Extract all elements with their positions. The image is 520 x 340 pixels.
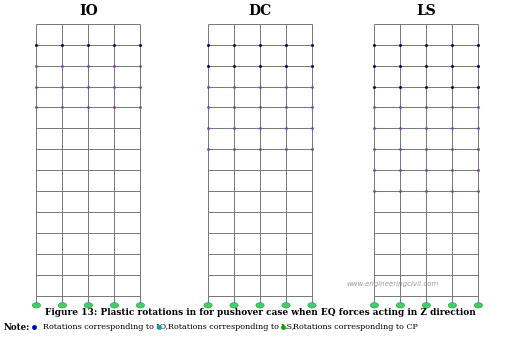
Circle shape [230,303,238,308]
Text: IO: IO [79,4,98,18]
Circle shape [396,303,405,308]
Text: www.engineeringcivil.com: www.engineeringcivil.com [346,281,439,287]
Text: Rotations corresponding to CP: Rotations corresponding to CP [293,323,418,331]
Circle shape [84,303,93,308]
Circle shape [136,303,145,308]
Circle shape [370,303,379,308]
Text: Rotations corresponding to LS,: Rotations corresponding to LS, [168,323,294,331]
Text: Rotations corresponding to IO,: Rotations corresponding to IO, [43,323,168,331]
Text: DC: DC [249,4,271,18]
Text: Figure 13: Plastic rotations in for pushover case when EQ forces acting in Z dir: Figure 13: Plastic rotations in for push… [45,308,475,317]
Circle shape [110,303,119,308]
Circle shape [474,303,483,308]
Circle shape [204,303,212,308]
Circle shape [308,303,316,308]
Text: Note:: Note: [4,323,31,332]
Circle shape [448,303,457,308]
Circle shape [32,303,41,308]
Circle shape [256,303,264,308]
Text: LS: LS [417,4,436,18]
Circle shape [58,303,67,308]
Circle shape [422,303,431,308]
Circle shape [282,303,290,308]
